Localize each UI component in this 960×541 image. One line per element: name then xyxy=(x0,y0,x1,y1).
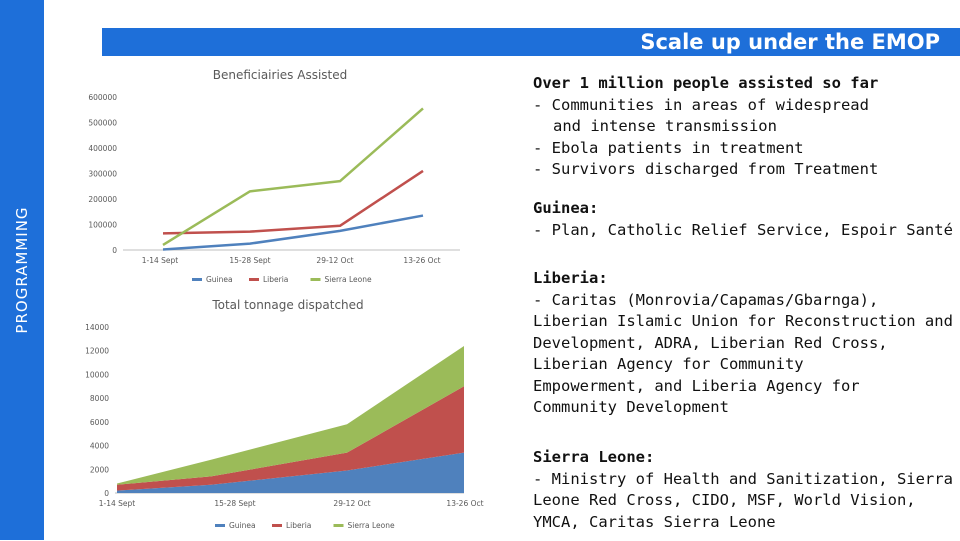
x-tick-label: 1-14 Sept xyxy=(99,499,136,508)
x-tick-label: 1-14 Sept xyxy=(142,256,179,265)
y-tick-label: 14000 xyxy=(85,323,109,332)
liberia-partners-line: Liberian Islamic Union for Reconstructio… xyxy=(533,312,953,330)
guinea-heading: Guinea: xyxy=(533,199,599,217)
legend-swatch-guinea xyxy=(215,524,225,527)
liberia-partners-line: Community Development xyxy=(533,398,729,416)
sierra-leone-partners-line: Leone Red Cross, CIDO, MSF, World Vision… xyxy=(533,491,916,509)
sierra-leone-heading: Sierra Leone: xyxy=(533,448,655,466)
page-title: Scale up under the EMOP xyxy=(640,30,940,54)
summary-item: and intense transmission xyxy=(553,117,777,135)
legend-swatch-guinea xyxy=(192,278,202,281)
tonnage-chart-svg: Total tonnage dispatched 0 2000 4000 6000 800… xyxy=(85,298,483,530)
chart-title: Total tonnage dispatched xyxy=(211,298,363,312)
beneficiaries-chart: Beneficiairies Assisted 0 100000 200000 3000… xyxy=(60,62,520,290)
legend-label-sierra-leone: Sierra Leone xyxy=(348,521,395,530)
line-series-liberia xyxy=(162,169,424,235)
x-tick-label: 15-28 Sept xyxy=(229,256,270,265)
legend-swatch-sierra-leone xyxy=(333,524,344,527)
y-tick-label: 0 xyxy=(104,489,109,498)
y-tick-label: 500000 xyxy=(88,119,117,128)
y-tick-label: 300000 xyxy=(88,170,117,179)
sidebar: PROGRAMMING xyxy=(0,0,44,540)
sierra-leone-partners-line: YMCA, Caritas Sierra Leone xyxy=(533,512,776,531)
legend-label-guinea: Guinea xyxy=(206,275,233,284)
sierra-leone-section: Sierra Leone: - Ministry of Health and S… xyxy=(533,447,953,533)
summary-item: - Ebola patients in treatment xyxy=(533,138,804,157)
area-series-guinea xyxy=(117,452,464,493)
title-banner: Scale up under the EMOP xyxy=(102,28,960,56)
y-tick-label: 400000 xyxy=(88,144,117,153)
legend-swatch-sierra-leone xyxy=(310,278,321,281)
y-tick-label: 10000 xyxy=(85,370,109,379)
sierra-leone-partners-line: - Ministry of Health and Sanitization, S… xyxy=(533,469,953,488)
summary-heading: Over 1 million people assisted so far xyxy=(533,74,879,92)
y-tick-label: 8000 xyxy=(90,394,109,403)
y-tick-label: 2000 xyxy=(90,465,109,474)
legend-label-liberia: Liberia xyxy=(286,521,311,530)
area-series-sierra-leone xyxy=(117,345,464,485)
liberia-partners-line: Liberian Agency for Community xyxy=(533,355,804,373)
y-tick-label: 200000 xyxy=(88,195,117,204)
legend-swatch-liberia xyxy=(249,278,259,281)
x-tick-label: 13-26 Oct xyxy=(446,499,483,508)
legend-label-sierra-leone: Sierra Leone xyxy=(325,275,372,284)
y-tick-label: 100000 xyxy=(88,221,117,230)
line-series-guinea xyxy=(162,214,424,251)
guinea-partners: - Plan, Catholic Relief Service, Espoir … xyxy=(533,220,953,239)
summary-item: - Communities in areas of widespread xyxy=(533,95,869,114)
beneficiaries-chart-svg: Beneficiairies Assisted 0 100000 200000 3000… xyxy=(88,68,460,284)
liberia-partners-line: Development, ADRA, Liberian Red Cross, xyxy=(533,333,888,352)
area-series-liberia xyxy=(117,386,464,491)
liberia-partners-line: Empowerment, and Liberia Agency for xyxy=(533,376,860,395)
sidebar-label: PROGRAMMING xyxy=(13,206,31,334)
line-series-sierra-leone xyxy=(162,107,424,246)
legend-swatch-liberia xyxy=(272,524,282,527)
y-tick-label: 600000 xyxy=(88,93,117,102)
x-tick-label: 15-28 Sept xyxy=(214,499,255,508)
guinea-section: Guinea: - Plan, Catholic Relief Service,… xyxy=(533,198,953,241)
y-tick-label: 4000 xyxy=(90,442,109,451)
tonnage-chart: Total tonnage dispatched 0 2000 4000 6000 800… xyxy=(60,292,520,537)
y-tick-label: 6000 xyxy=(90,418,109,427)
summary-section: Over 1 million people assisted so far - … xyxy=(533,73,878,181)
x-tick-label: 13-26 Oct xyxy=(403,256,440,265)
y-tick-label: 12000 xyxy=(85,347,109,356)
liberia-heading: Liberia: xyxy=(533,269,608,287)
y-tick-label: 0 xyxy=(112,246,117,255)
liberia-section: Liberia: - Caritas (Monrovia/Capamas/Gba… xyxy=(533,268,953,419)
legend-label-guinea: Guinea xyxy=(229,521,256,530)
chart-title: Beneficiairies Assisted xyxy=(213,68,348,82)
x-tick-label: 29-12 Oct xyxy=(333,499,370,508)
legend-label-liberia: Liberia xyxy=(263,275,288,284)
liberia-partners-line: - Caritas (Monrovia/Capamas/Gbarnga), xyxy=(533,290,879,309)
summary-item: - Survivors discharged from Treatment xyxy=(533,160,879,178)
x-tick-label: 29-12 Oct xyxy=(316,256,353,265)
